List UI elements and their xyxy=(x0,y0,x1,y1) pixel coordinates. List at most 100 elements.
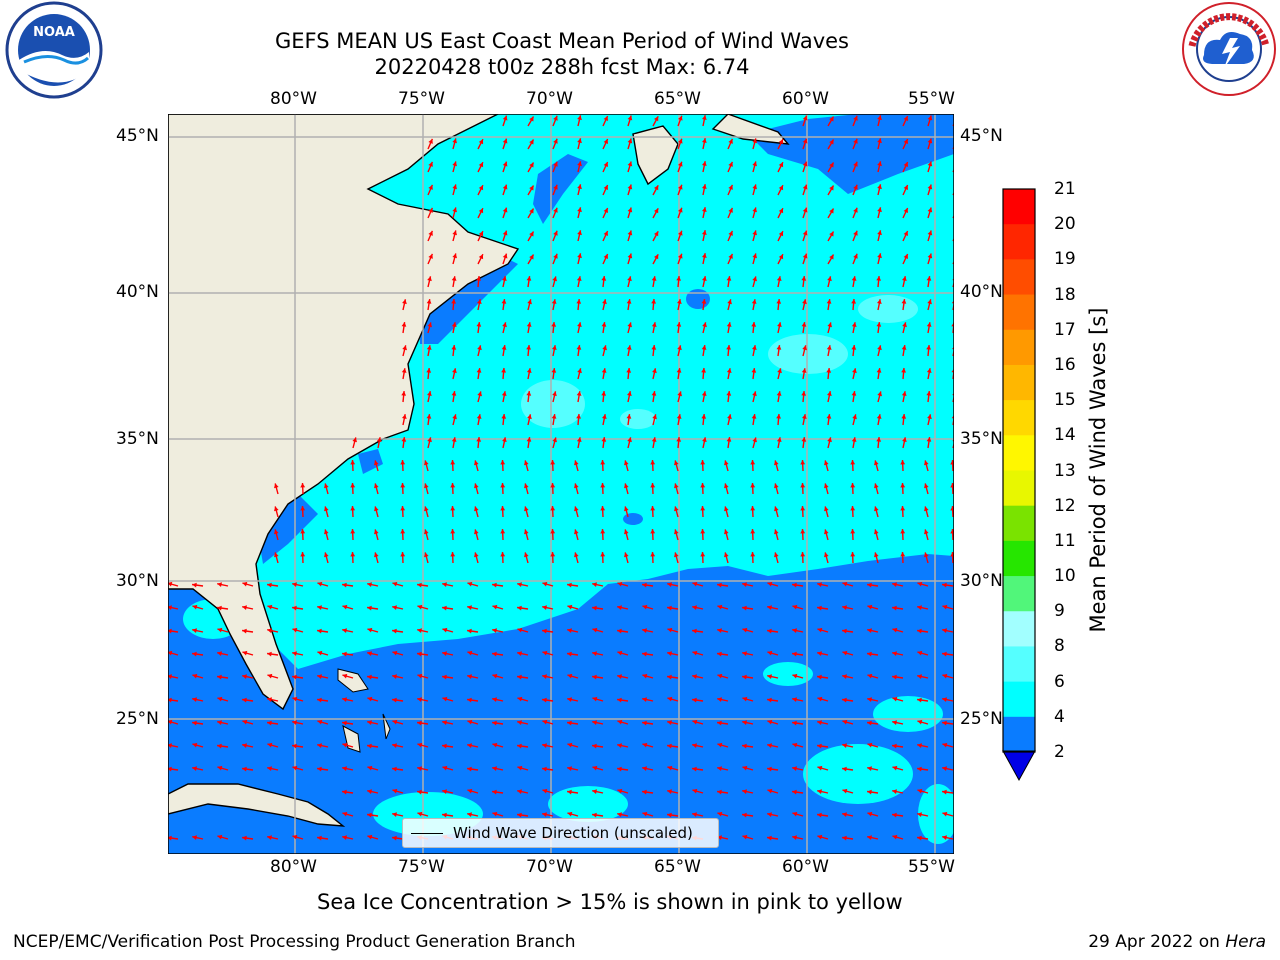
wind-wave-arrowhead xyxy=(442,651,447,656)
wind-wave-arrowhead xyxy=(467,812,472,817)
land xyxy=(168,114,790,827)
wind-wave-arrowhead xyxy=(292,765,298,771)
wind-wave-arrowhead xyxy=(428,253,433,259)
wind-wave-arrowhead xyxy=(900,529,906,534)
wind-wave-arrowhead xyxy=(924,460,929,466)
wind-wave-arrowhead xyxy=(417,742,423,748)
wind-wave-arrowhead xyxy=(553,230,558,236)
wind-wave-arrowhead xyxy=(502,322,507,328)
wind-wave-arrowhead xyxy=(451,437,457,442)
wind-wave-arrowhead xyxy=(728,161,733,167)
wind-wave-arrowhead xyxy=(778,254,784,260)
wind-wave-arrowhead xyxy=(501,299,507,304)
wind-wave-arrowhead xyxy=(642,697,647,702)
wind-wave-arrowhead xyxy=(292,627,298,633)
wind-wave-arrowhead xyxy=(626,299,632,304)
wind-wave-arrowhead xyxy=(917,605,922,610)
wind-wave-arrowhead xyxy=(274,529,279,535)
wind-wave-arrowhead xyxy=(567,628,572,633)
wind-wave-arrowhead xyxy=(492,628,497,633)
wind-wave-arrowhead xyxy=(677,299,682,304)
wind-wave-arrowhead xyxy=(802,345,807,351)
wind-wave-arrowhead xyxy=(267,673,273,679)
wind-wave-arrowhead xyxy=(542,743,547,748)
wind-wave-arrowhead xyxy=(717,651,722,657)
wind-wave-arrowhead xyxy=(524,460,529,466)
wind-wave-arrowhead xyxy=(717,742,723,748)
wind-wave-arrowhead xyxy=(829,162,834,168)
wind-wave-arrowhead xyxy=(926,391,932,396)
wind-wave-arrowhead xyxy=(442,674,447,680)
wind-wave-arrowhead xyxy=(767,581,773,587)
wind-wave-arrowhead xyxy=(717,766,722,771)
wind-wave-arrowhead xyxy=(574,552,579,558)
wind-wave-arrowhead xyxy=(476,368,482,373)
wind-wave-arrowhead xyxy=(451,345,457,350)
wind-wave-arrowhead xyxy=(767,605,772,610)
wind-wave-arrowhead xyxy=(542,697,547,703)
colorbar-tick-label: 21 xyxy=(1054,179,1076,199)
wind-wave-arrowhead xyxy=(824,483,829,489)
wind-wave-arrowhead xyxy=(842,835,847,841)
lat-label-left: 30°N xyxy=(116,571,159,591)
wind-wave-arrowhead xyxy=(767,788,773,794)
wind-wave-arrowhead xyxy=(292,720,297,725)
wind-wave-arrowhead xyxy=(852,414,857,420)
wind-wave-arrowhead xyxy=(467,650,473,656)
wind-wave-arrowhead xyxy=(428,207,433,213)
wind-wave-arrowhead xyxy=(642,673,648,679)
wind-wave-arrowhead xyxy=(352,437,357,443)
wind-wave-arrowhead xyxy=(342,835,347,840)
wind-wave-arrowhead xyxy=(427,391,432,396)
wind-wave-arrowhead xyxy=(451,299,456,304)
wind-wave-arrowhead xyxy=(417,766,422,771)
wind-wave-arrowhead xyxy=(724,529,729,535)
wind-wave-arrowhead xyxy=(750,552,756,557)
wind-wave-arrowhead xyxy=(902,322,907,328)
wind-wave-arrowhead xyxy=(217,696,223,702)
wind-wave-arrowhead xyxy=(826,368,832,373)
wind-wave-arrowhead xyxy=(827,437,832,443)
wind-wave-arrowhead xyxy=(267,766,272,771)
footer-date-text: 29 Apr 2022 on xyxy=(1088,932,1226,952)
wind-wave-arrowhead xyxy=(576,299,582,304)
wind-wave-arrowhead xyxy=(867,720,872,726)
wind-wave-arrowhead xyxy=(342,628,347,633)
wind-wave-arrowhead xyxy=(417,582,422,588)
wind-wave-arrowhead xyxy=(829,231,834,237)
wind-wave-arrowhead xyxy=(501,391,507,396)
colorbar-block xyxy=(1003,364,1035,401)
wind-wave-arrowhead xyxy=(853,207,858,213)
wind-wave-arrowhead xyxy=(927,115,933,121)
wind-wave-arrowhead xyxy=(692,743,697,748)
wind-wave-arrowhead xyxy=(551,322,557,327)
wind-wave-arrowhead xyxy=(274,483,279,489)
wind-wave-arrowhead xyxy=(574,483,579,489)
wind-wave-arrowhead xyxy=(392,719,398,725)
wind-wave-arrowhead xyxy=(702,207,707,212)
wind-wave-arrowhead xyxy=(342,766,347,771)
wind-wave-arrowhead xyxy=(742,789,747,794)
lat-label-right: 30°N xyxy=(960,571,1003,591)
wind-wave-arrowhead xyxy=(917,719,923,725)
wind-wave-arrowhead xyxy=(877,230,882,236)
wind-wave-arrowhead xyxy=(600,552,606,557)
wind-wave-arrowhead xyxy=(424,460,429,466)
wind-wave-arrowhead xyxy=(492,720,497,726)
wind-wave-arrowhead xyxy=(417,651,422,657)
wind-wave-arrowhead xyxy=(300,483,306,488)
lat-label-right: 45°N xyxy=(960,126,1003,146)
wind-wave-arrowhead xyxy=(467,719,473,725)
wind-wave-arrowhead xyxy=(542,650,548,656)
wind-wave-arrowhead xyxy=(552,391,557,397)
wind-wave-arrowhead xyxy=(676,414,682,419)
wind-wave-arrowhead xyxy=(924,552,929,558)
wind-wave-arrowhead xyxy=(728,253,733,259)
wind-wave-arrowhead xyxy=(517,812,522,818)
wind-wave-arrowhead xyxy=(829,185,834,191)
wind-wave-arrowhead xyxy=(450,506,456,511)
wind-wave-arrowhead xyxy=(892,605,897,611)
wind-wave-arrowhead xyxy=(877,299,882,304)
wind-wave-arrowhead xyxy=(274,506,279,512)
wind-wave-arrowhead xyxy=(792,742,798,748)
